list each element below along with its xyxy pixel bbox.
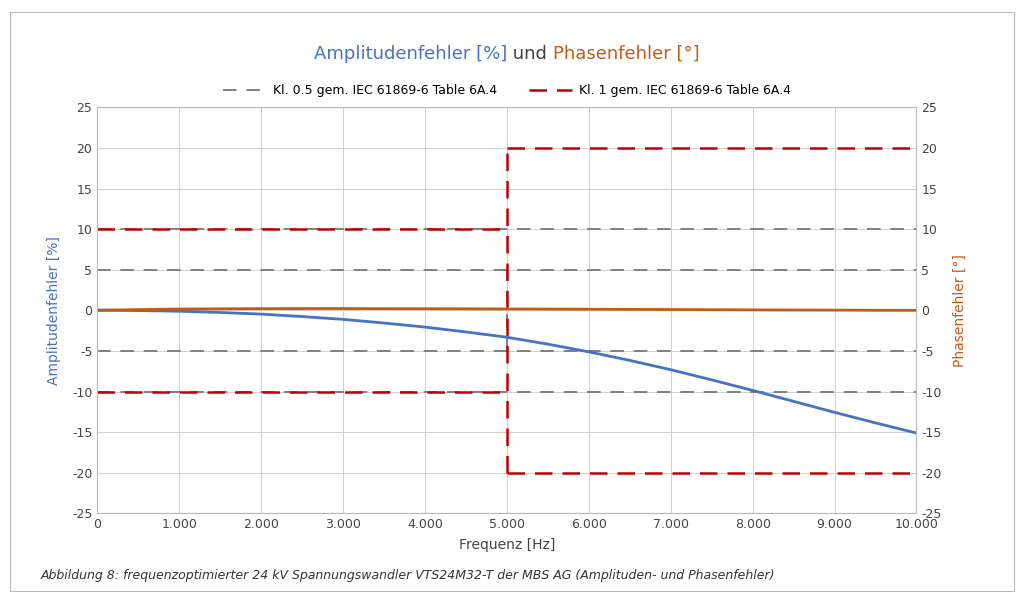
Text: Amplitudenfehler [%]: Amplitudenfehler [%] — [314, 45, 507, 63]
Y-axis label: Amplitudenfehler [%]: Amplitudenfehler [%] — [47, 236, 61, 385]
Y-axis label: Phasenfehler [°]: Phasenfehler [°] — [952, 254, 967, 367]
Text: Phasenfehler [°]: Phasenfehler [°] — [553, 45, 699, 63]
Legend: Kl. 0.5 gem. IEC 61869-6 Table 6A.4, Kl. 1 gem. IEC 61869-6 Table 6A.4: Kl. 0.5 gem. IEC 61869-6 Table 6A.4, Kl.… — [218, 79, 796, 102]
Text: Abbildung 8: frequenzoptimierter 24 kV Spannungswandler VTS24M32-T der MBS AG (A: Abbildung 8: frequenzoptimierter 24 kV S… — [41, 569, 775, 582]
Text: und: und — [507, 45, 553, 63]
X-axis label: Frequenz [Hz]: Frequenz [Hz] — [459, 538, 555, 552]
